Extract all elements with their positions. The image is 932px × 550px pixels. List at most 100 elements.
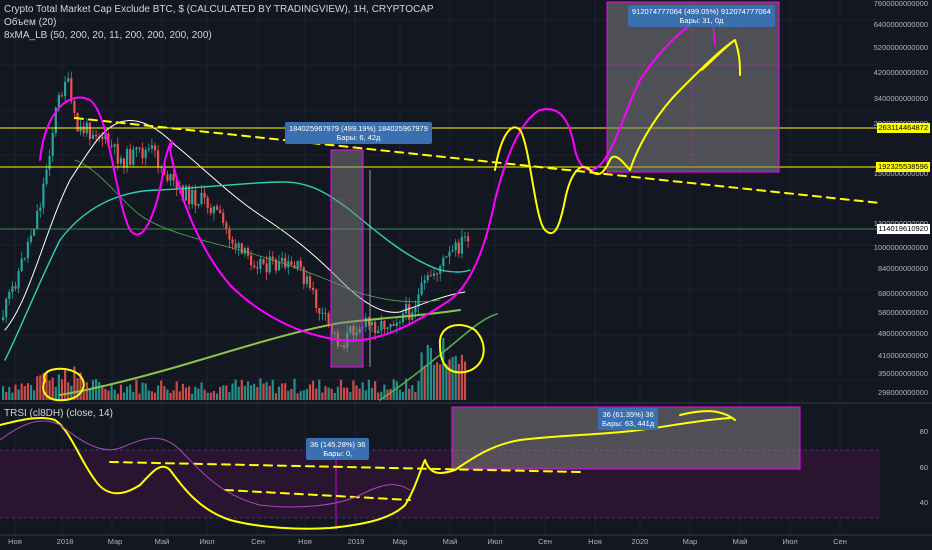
volume-bar — [172, 390, 175, 400]
volume-bar — [20, 383, 23, 400]
volume-bar — [327, 387, 330, 400]
candle — [138, 147, 141, 149]
time-tick-label: Сен — [251, 537, 265, 546]
volume-bar — [237, 386, 240, 400]
volume-bar — [442, 338, 445, 400]
candle — [42, 183, 45, 208]
volume-bar — [85, 382, 88, 400]
candle — [200, 192, 203, 204]
volume-bar — [104, 388, 107, 400]
volume-bar — [439, 364, 442, 400]
ma-olive-line — [59, 309, 461, 396]
candle — [268, 256, 271, 273]
candle — [64, 81, 67, 97]
volume-bar — [132, 391, 135, 400]
volume-bar — [324, 386, 327, 400]
volume-bar — [219, 386, 222, 400]
price-axis[interactable]: 7600000000000 6400000000000 5200000000000 4… — [874, 0, 932, 535]
volume-bar — [355, 385, 358, 400]
volume-bar — [367, 379, 370, 400]
volume-bar — [243, 386, 246, 400]
volume-bar — [429, 347, 432, 400]
candle — [262, 258, 265, 264]
callout-3-line2: Бары: 0, — [323, 449, 353, 458]
candle — [225, 222, 228, 230]
volume-bar — [423, 365, 426, 400]
volume-bar — [8, 386, 11, 400]
volume-bar — [200, 382, 203, 400]
time-tick-label: Май — [154, 537, 170, 546]
volume-bar — [271, 379, 274, 400]
volume-bar — [209, 392, 212, 400]
volume-bar — [88, 389, 91, 400]
callout-1-line1: 184025967979 (499.19%) 184025967979 — [289, 124, 428, 133]
volume-bar — [333, 393, 336, 400]
candle — [144, 149, 147, 159]
price-tick-label: 1000000000000 — [873, 243, 928, 252]
volume-bar — [166, 389, 169, 400]
candle — [206, 197, 209, 208]
symbol-legend[interactable]: Crypto Total Market Cap Exclude BTC, $ (… — [4, 4, 434, 15]
volume-bar — [95, 379, 98, 400]
volume-bar — [253, 383, 256, 400]
candle — [324, 312, 327, 314]
volume-bar — [290, 388, 293, 400]
volume-bar — [169, 392, 172, 400]
yellow-circle-volume — [42, 367, 85, 402]
measure-box-2 — [606, 1, 780, 173]
price-tick-label: 840000000000 — [877, 264, 928, 273]
candle — [88, 122, 91, 139]
time-tick-label: Мар — [682, 537, 698, 546]
volume-bar — [197, 388, 200, 400]
candle — [274, 259, 277, 271]
volume-bar — [451, 357, 454, 400]
candle — [386, 327, 389, 329]
candle — [181, 185, 184, 201]
volume-bar — [414, 392, 417, 400]
volume-bar — [175, 381, 178, 400]
time-tick-label: Июл — [782, 537, 798, 546]
volume-bar — [330, 388, 333, 400]
volume-bar — [374, 381, 377, 400]
volume-bar — [67, 382, 70, 400]
volume-bar — [79, 372, 82, 400]
candle — [175, 180, 178, 189]
volume-bar — [274, 393, 277, 400]
candle — [23, 258, 26, 260]
ma-white-line — [4, 120, 466, 331]
candle — [228, 229, 231, 240]
volume-bar — [119, 384, 122, 400]
volume-bar — [336, 386, 339, 400]
time-axis[interactable]: Ноя 2018 Мар Май Июл Сен Ноя 2019 Мар Май Июл Сен Но… — [0, 535, 880, 550]
volume-bar — [454, 355, 457, 400]
candle — [48, 155, 51, 170]
volume-bar — [222, 385, 225, 400]
candle — [392, 323, 395, 326]
candle — [321, 312, 324, 314]
candle — [315, 289, 318, 308]
volume-bar — [11, 392, 14, 400]
candle — [243, 248, 246, 254]
candle — [33, 228, 36, 236]
volume-bar — [150, 391, 153, 400]
tsi-tick-label: 60 — [919, 463, 928, 472]
candle — [82, 126, 85, 134]
volume-bar — [206, 392, 209, 400]
tsi-legend[interactable]: TRSI (cl8DH) (close, 14) — [4, 408, 113, 419]
candle — [451, 250, 454, 252]
volume-legend[interactable]: Объем (20) — [4, 17, 57, 28]
volume-bar — [212, 391, 215, 400]
time-tick-label: Май — [732, 537, 748, 546]
volume-bar — [51, 377, 54, 400]
tsi-raw-line — [0, 420, 411, 508]
candle — [423, 280, 426, 284]
time-tick-label: 2019 — [347, 537, 365, 546]
ma-legend[interactable]: 8xMA_LB (50, 200, 20, 11, 200, 200, 200,… — [4, 30, 212, 41]
candle — [107, 133, 110, 146]
candle — [129, 149, 132, 165]
volume-bar — [370, 387, 374, 400]
time-tick-label: Мар — [107, 537, 123, 546]
price-tick-label: 5200000000000 — [873, 43, 928, 52]
